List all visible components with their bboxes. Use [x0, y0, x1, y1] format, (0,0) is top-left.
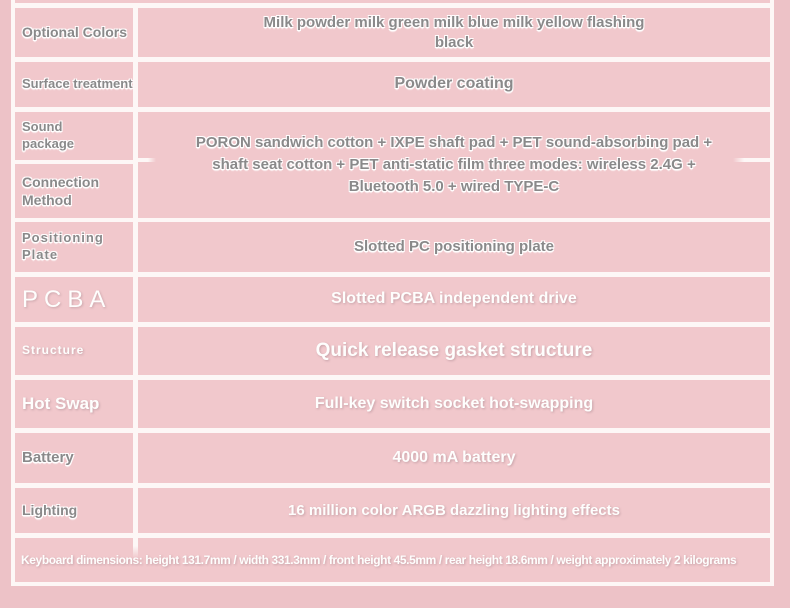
spec-label-cell-positioning-plate: Positioning Plate: [15, 222, 133, 272]
spec-value-surface-treatment: Powder coating: [394, 75, 514, 93]
spec-label-structure: Structure: [22, 343, 85, 358]
spec-table: Optional Colors Surface treatment Sound …: [11, 0, 774, 586]
spec-label-sound-package: Sound package: [22, 119, 75, 151]
spec-label-positioning-plate: Positioning Plate: [22, 230, 104, 262]
spec-value-cell-battery: 4000 mA battery: [138, 433, 770, 483]
spec-value-cell-positioning-plate: Slotted PC positioning plate: [138, 222, 770, 272]
spec-value-hot-swap: Full-key switch socket hot-swapping: [314, 394, 594, 412]
spec-label-cell-pcba: PCBA: [15, 277, 133, 322]
keyboard-dimensions-text: Keyboard dimensions: height 131.7mm / wi…: [21, 553, 737, 567]
spec-label-cell-connection-method: Connection Method: [15, 164, 133, 218]
spec-value-structure: Quick release gasket structure: [315, 339, 593, 361]
spec-label-cell-sound-package: Sound package: [15, 112, 133, 160]
spec-label-cell-surface-treatment: Surface treatment: [15, 62, 133, 107]
spec-value-sound-and-connection: PORON sandwich cotton + IXPE shaft pad +…: [195, 134, 713, 195]
spec-value-cell-hot-swap: Full-key switch socket hot-swapping: [138, 380, 770, 428]
spec-label-surface-treatment: Surface treatment: [22, 76, 133, 92]
spec-label-connection-method: Connection Method: [22, 173, 99, 208]
spec-value-cell-pcba: Slotted PCBA independent drive: [138, 277, 770, 322]
spec-value-lighting: 16 million color ARGB dazzling lighting …: [288, 501, 620, 519]
spec-label-cell-optional-colors: Optional Colors: [15, 8, 133, 57]
divider-remnant-footer: [133, 538, 138, 558]
spec-value-pcba: Slotted PCBA independent drive: [331, 290, 577, 308]
divider-remnant-right: [733, 158, 770, 162]
spec-label-cell-lighting: Lighting: [15, 488, 133, 533]
spec-value-battery: 4000 mA battery: [392, 448, 516, 466]
spec-label-optional-colors: Optional Colors: [22, 24, 127, 41]
spec-value-cell-structure: Quick release gasket structure: [138, 327, 770, 375]
spec-value-cell-lighting: 16 million color ARGB dazzling lighting …: [138, 488, 770, 533]
spec-value-cell-optional-colors: Milk powder milk green milk blue milk ye…: [138, 8, 770, 57]
spec-label-cell-structure: Structure: [15, 327, 133, 375]
top-row-sliver: [15, 0, 770, 3]
spec-value-cell-surface-treatment: Powder coating: [138, 62, 770, 107]
spec-label-pcba: PCBA: [22, 285, 112, 313]
spec-label-cell-battery: Battery: [15, 433, 133, 483]
divider-remnant-left: [138, 158, 156, 162]
spec-value-cell-sound-and-connection: PORON sandwich cotton + IXPE shaft pad +…: [138, 112, 770, 218]
spec-value-optional-colors: Milk powder milk green milk blue milk ye…: [263, 14, 645, 51]
spec-label-cell-hot-swap: Hot Swap: [15, 380, 133, 428]
spec-value-positioning-plate: Slotted PC positioning plate: [354, 238, 554, 256]
spec-label-lighting: Lighting: [22, 502, 78, 519]
spec-label-battery: Battery: [22, 449, 74, 467]
spec-footer-cell: Keyboard dimensions: height 131.7mm / wi…: [15, 538, 770, 582]
spec-label-hot-swap: Hot Swap: [22, 393, 100, 413]
